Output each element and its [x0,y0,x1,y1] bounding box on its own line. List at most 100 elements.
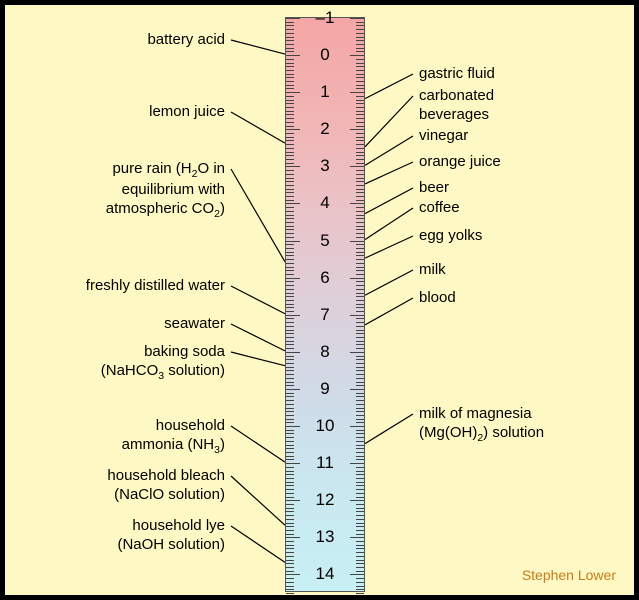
minor-tick [286,226,294,227]
minor-tick [286,474,294,475]
minor-tick [356,508,364,509]
label-seawater: seawater [75,315,225,334]
minor-tick [286,114,294,115]
minor-tick [286,515,294,516]
minor-tick [356,326,364,327]
minor-tick [286,111,294,112]
minor-tick [356,322,364,323]
label-ammonia: householdammonia (NH3) [55,417,225,457]
label-coffee: coffee [419,199,569,218]
scale-number: 5 [286,231,364,251]
minor-tick [356,252,364,253]
label-bleach: household bleach(NaClO solution) [35,467,225,505]
label-carbonated: carbonatedbeverages [419,87,569,125]
minor-tick [286,485,294,486]
minor-tick [286,404,294,405]
minor-tick [356,25,364,26]
minor-tick [356,244,364,245]
ph-diagram-frame: –101234567891011121314 Stephen Lower bat… [5,5,634,595]
minor-tick [356,100,364,101]
minor-tick [286,259,294,260]
minor-tick [286,103,294,104]
minor-tick [356,474,364,475]
minor-tick [286,448,294,449]
minor-tick [286,107,294,108]
minor-tick [356,37,364,38]
minor-tick [286,430,294,431]
minor-tick [356,255,364,256]
minor-tick [286,285,294,286]
minor-tick [356,482,364,483]
minor-tick [356,66,364,67]
leader-line [365,414,413,444]
minor-tick [356,189,364,190]
minor-tick [356,215,364,216]
minor-tick [356,152,364,153]
scale-number: 1 [286,82,364,102]
label-lemon: lemon juice [75,103,225,122]
minor-tick [356,59,364,60]
minor-tick [286,578,294,579]
minor-tick [286,170,294,171]
minor-tick [356,293,364,294]
scale-number: 3 [286,156,364,176]
minor-tick [356,114,364,115]
minor-tick [356,545,364,546]
minor-tick [286,137,294,138]
minor-tick [356,504,364,505]
minor-tick [286,37,294,38]
minor-tick [286,363,294,364]
minor-tick [286,582,294,583]
minor-tick [356,593,364,594]
scale-number: 8 [286,342,364,362]
label-blood: blood [419,289,569,308]
minor-tick [286,25,294,26]
label-beer: beer [419,179,569,198]
leader-line [231,526,285,562]
minor-tick [356,96,364,97]
minor-tick [356,248,364,249]
minor-tick [286,33,294,34]
scale-number: 14 [286,564,364,584]
minor-tick [286,148,294,149]
minor-tick [286,337,294,338]
minor-tick [286,523,294,524]
minor-tick [286,589,294,590]
minor-tick [356,185,364,186]
label-vinegar: vinegar [419,127,569,146]
label-egg: egg yolks [419,227,569,246]
minor-tick [356,178,364,179]
minor-tick [286,263,294,264]
minor-tick [286,333,294,334]
minor-tick [286,408,294,409]
minor-tick [286,593,294,594]
label-gastric: gastric fluid [419,65,569,84]
minor-tick [356,478,364,479]
minor-tick [356,330,364,331]
minor-tick [356,111,364,112]
minor-tick [286,445,294,446]
minor-tick [356,285,364,286]
minor-tick [356,337,364,338]
minor-tick [356,515,364,516]
minor-tick [356,218,364,219]
minor-tick [286,140,294,141]
minor-tick [286,248,294,249]
minor-tick [356,207,364,208]
minor-tick [286,552,294,553]
minor-tick [356,437,364,438]
leader-line [365,208,413,240]
minor-tick [356,181,364,182]
minor-tick [356,148,364,149]
minor-tick [356,448,364,449]
minor-tick [286,178,294,179]
minor-tick [286,59,294,60]
minor-tick [356,263,364,264]
minor-tick [286,330,294,331]
minor-tick [356,370,364,371]
scale-number: 6 [286,268,364,288]
minor-tick [286,586,294,587]
minor-tick [356,467,364,468]
minor-tick [356,137,364,138]
minor-tick [286,100,294,101]
